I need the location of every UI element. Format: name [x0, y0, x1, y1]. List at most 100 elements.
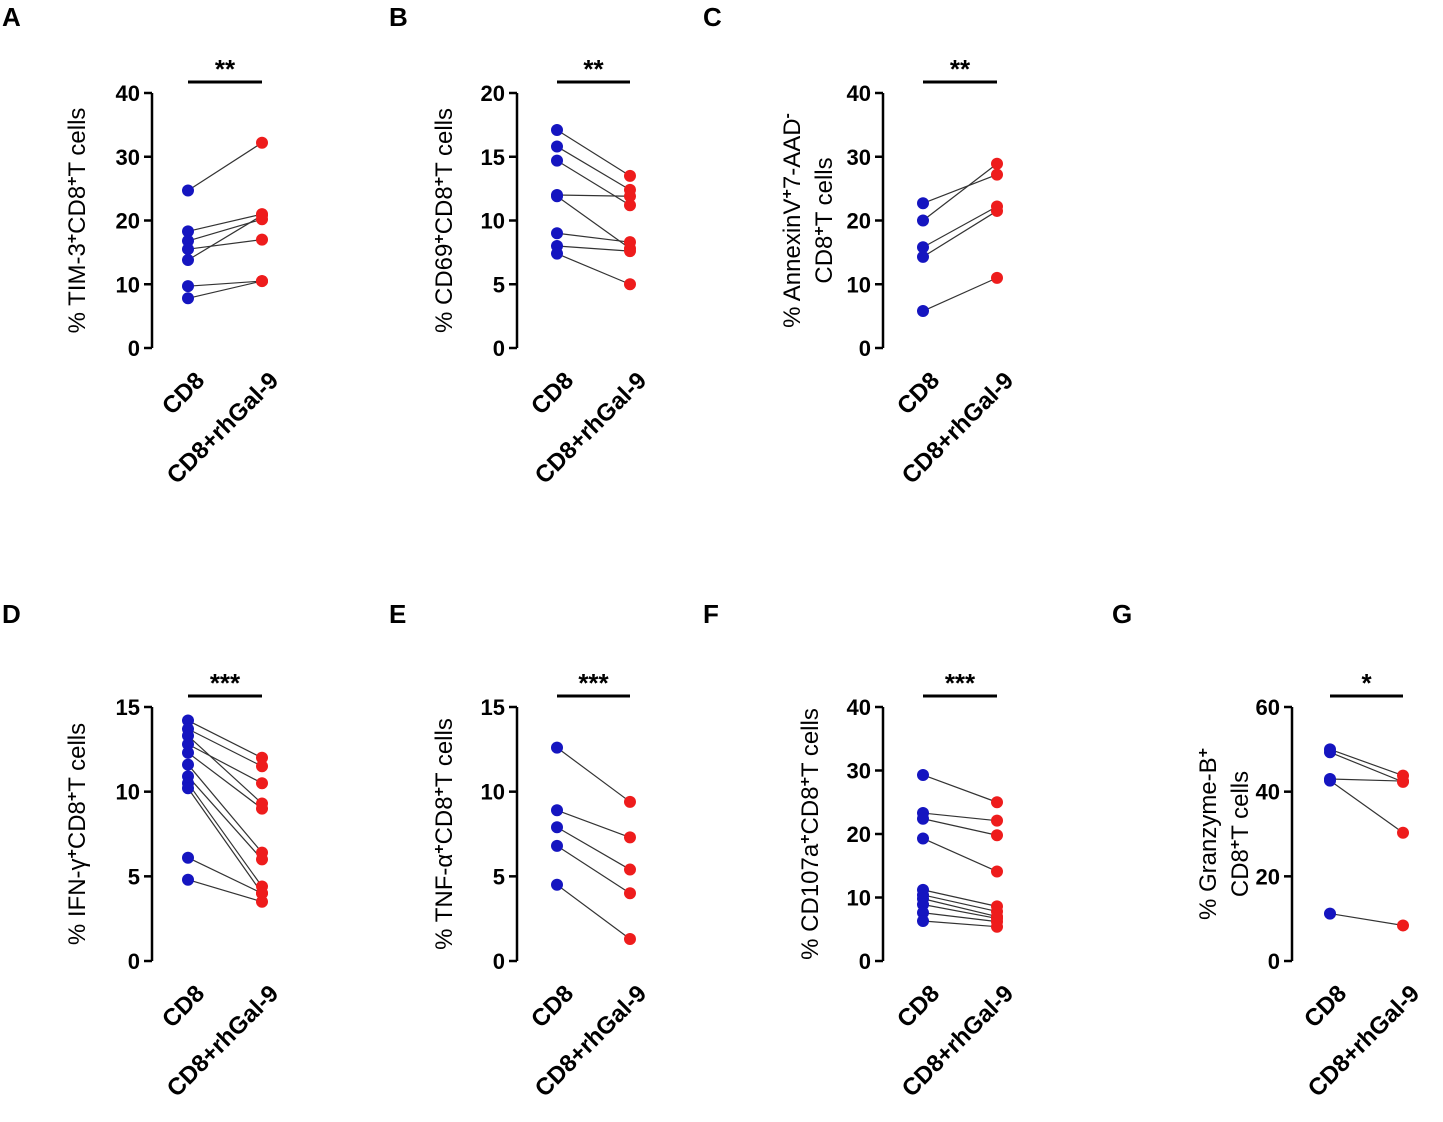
y-title-text: % IFN-γ — [64, 858, 91, 945]
pair-line — [922, 210, 998, 258]
pair-line — [556, 245, 631, 252]
category-label: CD8 — [157, 367, 210, 420]
point-cd8 — [551, 154, 563, 167]
superscript: + — [431, 234, 448, 243]
superscript: + — [797, 834, 814, 843]
point-cd8-rhgal9 — [1397, 826, 1409, 839]
y-axis-title: CD8+T cells — [811, 157, 839, 283]
point-cd8 — [182, 738, 194, 751]
y-title-text: CD8 — [431, 186, 458, 234]
point-cd8-rhgal9 — [624, 199, 636, 212]
y-tick-label: 20 — [847, 209, 871, 234]
point-cd8 — [182, 873, 194, 886]
pair-line — [556, 232, 631, 243]
y-tick-label: 40 — [847, 81, 871, 106]
y-axis-title: % AnnexinV+7-AAD- — [779, 113, 807, 328]
point-cd8-rhgal9 — [256, 802, 268, 815]
point-cd8-rhgal9 — [624, 795, 636, 808]
pair-line — [922, 163, 998, 221]
y-title-text: T cells — [64, 108, 91, 177]
y-title-text: T cells — [797, 708, 824, 777]
point-cd8 — [551, 878, 563, 891]
y-tick-label: 40 — [1256, 780, 1280, 805]
point-cd8 — [551, 804, 563, 817]
pair-line — [1329, 748, 1404, 777]
pair-line — [556, 194, 631, 197]
point-cd8 — [182, 782, 194, 795]
y-title-text: T cells — [64, 723, 91, 792]
y-axis-title: % CD69+CD8+T cells — [431, 108, 459, 333]
pair-line — [1329, 778, 1404, 782]
y-title-text: T cells — [811, 157, 838, 226]
point-cd8 — [182, 292, 194, 305]
point-cd8 — [182, 225, 194, 238]
point-cd8 — [917, 197, 929, 210]
pair-line — [556, 809, 631, 838]
y-axis-title: % IFN-γ+CD8+T cells — [64, 723, 92, 945]
point-cd8-rhgal9 — [991, 796, 1003, 809]
pair-line — [187, 787, 263, 894]
pair-line — [556, 747, 631, 803]
y-tick-label: 0 — [493, 336, 505, 361]
point-cd8 — [917, 906, 929, 919]
point-cd8-rhgal9 — [256, 760, 268, 773]
point-cd8 — [917, 250, 929, 263]
point-cd8 — [551, 821, 563, 834]
pair-line — [556, 253, 631, 285]
y-tick-label: 10 — [847, 272, 871, 297]
y-title-text: T cells — [431, 108, 458, 177]
superscript: + — [431, 787, 448, 796]
significance-stars: * — [1361, 668, 1372, 698]
y-tick-label: 10 — [847, 886, 871, 911]
y-tick-label: 0 — [493, 949, 505, 974]
y-tick-label: 0 — [859, 336, 871, 361]
y-title-text: % TNF-α — [431, 854, 458, 950]
point-cd8 — [917, 305, 929, 318]
panel-letter: A — [2, 2, 21, 32]
category-label: CD8 — [892, 367, 945, 420]
point-cd8 — [551, 140, 563, 153]
point-cd8 — [551, 123, 563, 136]
y-tick-label: 5 — [493, 864, 505, 889]
y-title-text: % CD69 — [431, 244, 458, 333]
point-cd8 — [182, 851, 194, 864]
point-cd8 — [917, 914, 929, 927]
panel-letter: F — [703, 599, 719, 629]
significance-stars: *** — [578, 668, 609, 698]
pair-line — [922, 912, 998, 923]
pair-line — [187, 728, 263, 767]
superscript: + — [1195, 748, 1212, 757]
superscript: + — [1227, 840, 1244, 849]
point-cd8 — [1324, 774, 1336, 787]
point-cd8-rhgal9 — [624, 863, 636, 876]
y-tick-label: 40 — [116, 81, 140, 106]
point-cd8-rhgal9 — [256, 853, 268, 866]
y-tick-label: 10 — [481, 209, 505, 234]
pair-line — [922, 277, 998, 312]
point-cd8-rhgal9 — [624, 245, 636, 258]
point-cd8-rhgal9 — [256, 887, 268, 900]
category-label: CD8 — [892, 980, 945, 1033]
point-cd8 — [1324, 746, 1336, 759]
point-cd8-rhgal9 — [991, 204, 1003, 217]
y-axis-title: % Granzyme-B+ — [1195, 748, 1223, 920]
pair-line — [922, 920, 998, 928]
point-cd8 — [551, 227, 563, 240]
point-cd8 — [182, 714, 194, 727]
pair-line — [187, 752, 263, 810]
superscript: + — [64, 234, 81, 243]
superscript: - — [779, 113, 796, 118]
y-title-text: CD8 — [64, 801, 91, 849]
y-tick-label: 20 — [847, 822, 871, 847]
pair-line — [556, 195, 631, 250]
panel-letter: G — [1112, 599, 1132, 629]
point-cd8-rhgal9 — [624, 278, 636, 291]
pair-line — [922, 174, 998, 204]
point-cd8 — [917, 241, 929, 254]
pair-line — [187, 776, 263, 860]
y-tick-label: 15 — [481, 145, 505, 170]
y-axis-title: % CD107a+CD8+T cells — [797, 708, 825, 960]
